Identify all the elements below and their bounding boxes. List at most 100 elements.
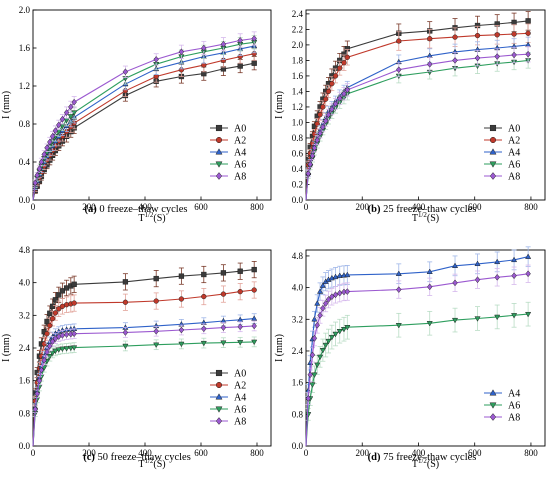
data-point [251, 60, 257, 66]
legend-marker [215, 136, 223, 144]
panel-caption-letter: (a) [85, 204, 100, 215]
data-point [325, 111, 332, 119]
data-point [71, 330, 77, 338]
data-point [426, 283, 433, 291]
data-point [52, 348, 59, 355]
x-tick-label: 400 [412, 202, 426, 212]
data-point [336, 329, 343, 335]
data-point [178, 341, 185, 348]
x-tick-label: 600 [194, 448, 208, 458]
data-point [525, 270, 531, 278]
legend-marker [489, 136, 497, 144]
data-point [237, 268, 243, 274]
data-point [427, 36, 433, 42]
data-point [344, 288, 351, 295]
data-point [237, 36, 243, 44]
data-point [328, 334, 335, 341]
data-point [122, 68, 129, 76]
data-point [251, 35, 257, 42]
data-point [344, 86, 351, 94]
data-point [474, 260, 481, 267]
data-point [237, 289, 243, 295]
x-axis-label-base: T [138, 459, 144, 470]
y-tick-label: 0.8 [292, 409, 304, 419]
data-point [201, 271, 207, 278]
legend-label: A4 [508, 389, 520, 400]
legend-label: A0 [234, 124, 246, 135]
data-point [311, 372, 318, 378]
legend-label: A8 [234, 417, 246, 428]
data-point [251, 287, 257, 293]
legend-label: A2 [234, 381, 246, 392]
data-point [451, 317, 459, 324]
data-point [153, 55, 159, 63]
data-point [38, 158, 45, 166]
data-point [337, 65, 343, 71]
y-tick-label: 0.4 [292, 164, 304, 174]
data-point [309, 351, 316, 359]
data-point [122, 279, 129, 285]
x-axis-label-unit: (S) [427, 459, 439, 470]
data-point [44, 331, 50, 337]
data-point [49, 350, 56, 357]
y-tick-label: 0.2 [292, 179, 303, 189]
data-point [525, 30, 531, 36]
y-axis-label: I (mm) [1, 334, 12, 362]
legend-label: A8 [508, 413, 520, 424]
y-tick-label: 2.4 [292, 346, 304, 356]
data-point [71, 98, 77, 106]
data-point [220, 340, 227, 346]
x-tick-label: 200 [355, 202, 369, 212]
data-point [325, 88, 332, 95]
y-tick-label: 0.8 [19, 119, 31, 129]
data-point [395, 270, 402, 276]
panel-caption: (a) 0 freeze–thaw cycles [85, 204, 188, 215]
data-point [201, 293, 207, 300]
data-point [47, 138, 53, 146]
y-tick-label: 1.2 [292, 102, 303, 112]
data-point [332, 100, 339, 108]
data-point [341, 60, 347, 66]
x-tick-label: 800 [524, 448, 538, 458]
data-point [52, 297, 59, 303]
y-tick-label: 1.6 [19, 376, 31, 386]
x-tick-label: 200 [82, 448, 96, 458]
data-point [200, 340, 207, 347]
data-point [67, 114, 74, 120]
x-axis-label-exponent: 1/2 [418, 457, 427, 465]
data-point [314, 362, 321, 369]
x-tick-label: 0 [304, 448, 309, 458]
data-point [322, 117, 329, 125]
panel-caption-text: 25 freeze–thaw cycles [383, 204, 476, 215]
y-tick-label: 0.0 [19, 195, 31, 205]
y-tick-label: 1.2 [19, 81, 30, 91]
data-point [309, 382, 316, 388]
y-tick-label: 2.4 [292, 9, 304, 19]
data-point [178, 326, 185, 334]
data-point [511, 313, 518, 319]
data-point [337, 289, 343, 297]
data-point [56, 121, 62, 129]
data-point [525, 311, 532, 318]
chart-panel-a: 0 200 400 600 800 0.0 0.4 0.8 1.2 1.6 2.0 T1/2(S) I … [1, 5, 272, 224]
x-tick-label: 0 [31, 202, 36, 212]
data-point [332, 331, 339, 338]
data-point [63, 109, 70, 117]
data-point [68, 103, 74, 111]
series-line [32, 37, 255, 201]
legend-marker [215, 172, 223, 180]
data-point [59, 346, 66, 353]
data-point [525, 253, 532, 259]
data-point [307, 371, 313, 379]
data-point [494, 32, 500, 38]
series-line [305, 20, 529, 201]
data-point [511, 31, 517, 37]
legend-label: A4 [508, 148, 520, 159]
y-tick-label: 3.2 [292, 314, 303, 324]
data-point [494, 273, 500, 281]
legend-label: A4 [234, 148, 246, 159]
data-point [317, 129, 323, 137]
series-line [32, 289, 255, 447]
